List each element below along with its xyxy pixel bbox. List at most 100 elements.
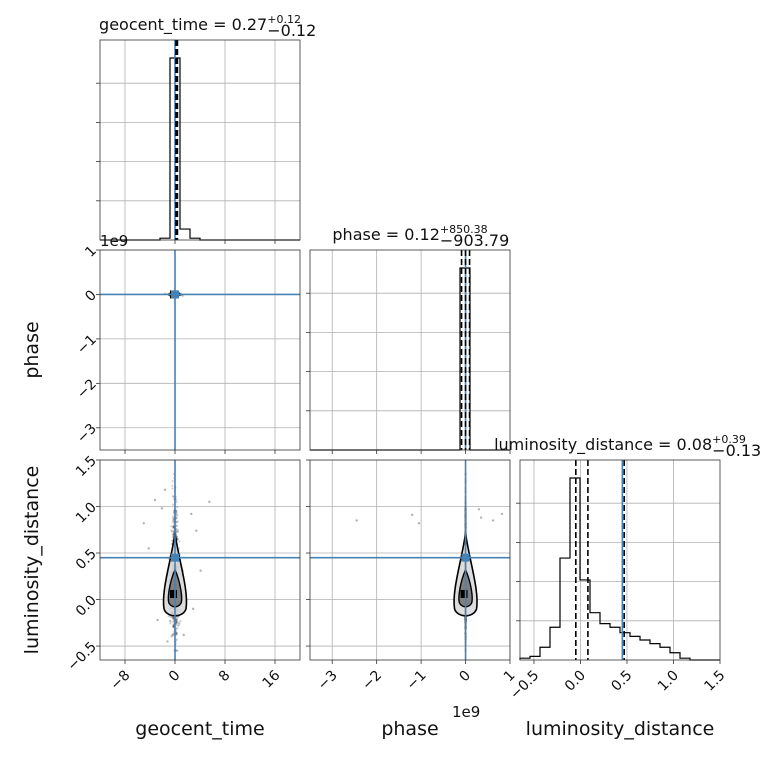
- x-tick-label-phase: 0: [456, 668, 474, 686]
- scatter-point: [175, 520, 178, 524]
- scatter-point: [170, 635, 173, 638]
- scatter-point: [171, 495, 175, 498]
- scatter-point: [171, 503, 174, 506]
- scatter-point: [175, 649, 178, 652]
- scatter-point: [175, 638, 178, 641]
- scatter-point: [170, 529, 173, 532]
- scatter-point: [176, 514, 179, 517]
- scatter-point: [199, 569, 202, 572]
- scatter-point: [153, 498, 157, 502]
- truth-marker: [171, 553, 179, 562]
- x-axis-label-phase: phase: [381, 718, 438, 740]
- y-tick-label-luminosity_distance: 1.0: [73, 499, 100, 526]
- scatter-point: [208, 500, 211, 504]
- scatter-point: [163, 488, 167, 491]
- scatter-point: [171, 536, 174, 539]
- panel-content: [100, 460, 300, 660]
- panel-frame: [99, 39, 301, 241]
- scatter-point: [142, 522, 145, 525]
- x-tick-label-geocent_time: 16: [260, 667, 284, 691]
- panel-frame: [99, 249, 301, 451]
- offset-label-phase-x: 1e9: [452, 703, 480, 721]
- x-tick-label-luminosity_distance: 0.0: [562, 668, 589, 695]
- scatter-point: [175, 633, 178, 636]
- scatter-panel-geocent_time__luminosity_distance: [99, 459, 301, 661]
- scatter-point: [175, 619, 178, 622]
- scatter-point: [171, 616, 174, 619]
- scatter-point: [175, 632, 179, 635]
- diag-panel-luminosity_distance: luminosity_distance = 0.08+0.39: [494, 433, 746, 661]
- scatter-point: [190, 512, 193, 516]
- histogram-geocent_time: [100, 57, 300, 241]
- scatter-point: [176, 528, 179, 531]
- panel-frame: [309, 459, 511, 661]
- scatter-point: [172, 617, 175, 620]
- y-tick-label-phase: −2: [74, 376, 100, 402]
- scatter-point: [176, 520, 180, 523]
- title-plus: +850.38: [440, 223, 488, 236]
- x-tick-label-geocent_time: 0: [166, 668, 184, 686]
- scatter-panel-geocent_time__phase: [99, 249, 301, 451]
- scatter-point: [417, 522, 421, 525]
- scatter-point: [169, 620, 172, 623]
- x-axis-label-luminosity_distance: luminosity_distance: [526, 718, 715, 740]
- scatter-point: [195, 529, 198, 532]
- x-tick-label-geocent_time: 8: [216, 668, 234, 686]
- scatter-point: [156, 618, 159, 622]
- x-tick-label-phase: −2: [359, 668, 385, 694]
- y-tick-label-phase: −3: [74, 421, 100, 447]
- scatter-point: [176, 627, 179, 630]
- scatter-point: [411, 513, 414, 517]
- scatter-point: [171, 484, 174, 488]
- scatter-panel-phase__luminosity_distance: [309, 459, 511, 661]
- histogram-phase: [310, 267, 510, 451]
- scatter-point: [176, 649, 179, 652]
- scatter-point: [170, 525, 173, 528]
- scatter-point: [171, 634, 175, 637]
- scatter-point: [169, 619, 172, 622]
- scatter-point: [176, 617, 179, 620]
- scatter-point: [178, 622, 181, 626]
- x-tick-label-phase: −3: [315, 668, 341, 694]
- scatter-point: [491, 519, 495, 522]
- title-minus-geocent_time: −0.12: [267, 21, 316, 40]
- title-plus: +0.12: [267, 13, 301, 26]
- diag-panel-geocent_time: geocent_time = 0.27+0.12: [96, 13, 301, 241]
- y-tick-label-luminosity_distance: 1.5: [73, 453, 100, 480]
- scatter-point: [175, 618, 179, 622]
- scatter-point: [176, 530, 179, 533]
- x-axis-label-geocent_time: geocent_time: [135, 718, 264, 740]
- scatter-point: [171, 526, 174, 529]
- scatter-point: [178, 621, 181, 624]
- scatter-point: [176, 524, 179, 527]
- scatter-point: [176, 621, 179, 624]
- panel-title-luminosity_distance: luminosity_distance = 0.08+0.39: [494, 433, 746, 455]
- scatter-point: [169, 615, 172, 619]
- truth-marker: [461, 553, 470, 562]
- scatter-point: [182, 633, 185, 637]
- y-tick-label-luminosity_distance: −0.5: [65, 639, 100, 674]
- title-plus: +0.39: [712, 433, 746, 446]
- x-tick-label-luminosity_distance: 1.5: [701, 668, 728, 695]
- scatter-point: [477, 508, 481, 511]
- panel-title-geocent_time: geocent_time = 0.27+0.12: [99, 13, 301, 35]
- y-tick-label-phase: 1: [82, 243, 100, 261]
- title-main: phase = 0.12: [332, 225, 439, 244]
- scatter-point: [176, 530, 179, 534]
- y-axis-label-phase: phase: [21, 321, 43, 378]
- scatter-point: [172, 616, 175, 619]
- scatter-point: [175, 516, 178, 520]
- scatter-point: [500, 512, 504, 516]
- scatter-point: [160, 507, 164, 510]
- title-main: luminosity_distance = 0.08: [494, 435, 712, 455]
- scatter-point: [170, 634, 173, 637]
- title-minus-luminosity_distance: −0.13: [712, 441, 760, 460]
- panel-content: [100, 250, 300, 450]
- scatter-point: [175, 512, 178, 515]
- diag-panel-phase: phase = 0.12+850.38: [306, 223, 511, 451]
- y-tick-label-luminosity_distance: 0.5: [73, 546, 100, 573]
- scatter-point: [175, 621, 178, 624]
- scatter-point: [171, 530, 174, 533]
- scatter-point: [172, 515, 175, 518]
- scatter-point: [171, 480, 174, 483]
